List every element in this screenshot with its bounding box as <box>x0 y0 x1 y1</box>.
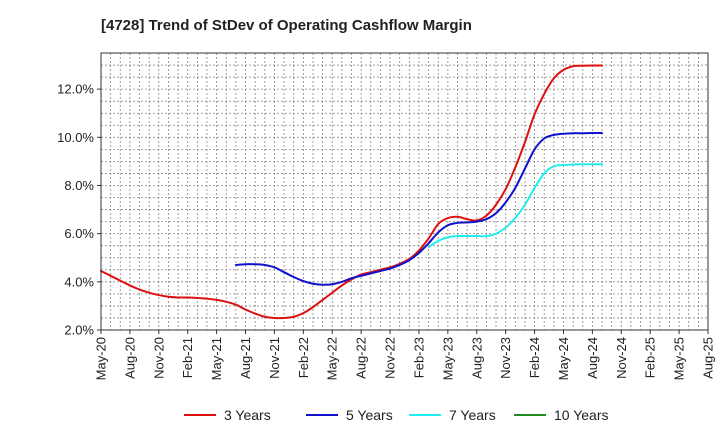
series-line-3-years <box>100 64 604 320</box>
x-tick-label: Feb-22 <box>296 337 311 378</box>
x-tick-label: May-25 <box>672 337 687 380</box>
x-tick-label: Aug-20 <box>122 337 137 379</box>
x-tick-label: Feb-25 <box>643 337 658 378</box>
x-tick-label: Aug-21 <box>238 337 253 379</box>
x-tick-label: Aug-23 <box>469 337 484 379</box>
legend-label-3-years: 3 Years <box>224 407 271 423</box>
y-tick-label: 12.0% <box>57 82 94 97</box>
series-line-7-years <box>427 163 604 248</box>
x-tick-label: Aug-25 <box>701 337 716 379</box>
x-tick-label: May-21 <box>209 337 224 380</box>
plot-frame <box>100 52 709 331</box>
x-tick-label: May-22 <box>325 337 340 380</box>
series-lines <box>100 64 604 320</box>
x-tick-label: Feb-23 <box>411 337 426 378</box>
x-tick-label: Nov-22 <box>383 337 398 379</box>
x-tick-label: Aug-22 <box>354 337 369 379</box>
y-tick-label: 2.0% <box>64 323 94 338</box>
x-tick-label: May-20 <box>94 337 109 380</box>
x-tick-label: Nov-23 <box>498 337 513 379</box>
y-axis: 2.0% 4.0% 6.0% 8.0% 10.0% 12.0% <box>57 82 101 338</box>
legend-label-5-years: 5 Years <box>346 407 393 423</box>
x-tick-label: Nov-21 <box>267 337 282 379</box>
chart-title: [4728] Trend of StDev of Operating Cashf… <box>101 17 472 34</box>
x-tick-label: Feb-24 <box>527 337 542 378</box>
legend-label-7-years: 7 Years <box>449 407 496 423</box>
y-tick-label: 10.0% <box>57 130 94 145</box>
x-tick-label: May-23 <box>440 337 455 380</box>
y-tick-label: 4.0% <box>64 274 94 289</box>
grid <box>101 53 708 330</box>
x-tick-label: Nov-20 <box>151 337 166 379</box>
legend-label-10-years: 10 Years <box>554 407 609 423</box>
x-tick-label: May-24 <box>556 337 571 380</box>
x-axis: May-20 Aug-20 Nov-20 Feb-21 May-21 Aug-21 Nov-… <box>94 330 716 380</box>
x-tick-label: Feb-21 <box>180 337 195 378</box>
series-line-5-years <box>234 131 604 286</box>
y-tick-label: 8.0% <box>64 178 94 193</box>
y-tick-label: 6.0% <box>64 226 94 241</box>
x-tick-label: Aug-24 <box>585 337 600 379</box>
x-tick-label: Nov-24 <box>614 337 629 379</box>
legend: 3 Years 5 Years 7 Years 10 Years <box>184 407 609 423</box>
